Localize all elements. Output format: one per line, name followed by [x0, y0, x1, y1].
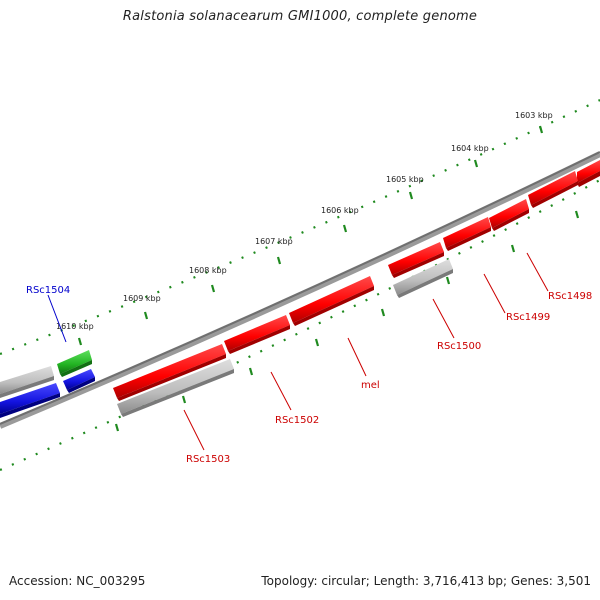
genome-summary-text: Topology: circular; Length: 3,716,413 bp…	[261, 574, 591, 588]
kbp-label-1609: 1609 kbp	[123, 294, 161, 303]
gene-arrow-rsc1498[interactable]	[577, 160, 600, 187]
kbp-label-1604: 1604 kbp	[451, 144, 489, 153]
gene-label-leaders	[47, 252, 549, 451]
gene-label-rsc1502[interactable]: RSc1502	[275, 415, 319, 426]
gene-arrow-mel[interactable]	[289, 276, 374, 326]
gene-label-mel[interactable]: mel	[361, 380, 380, 391]
gene-label-rsc1498[interactable]: RSc1498	[548, 291, 592, 302]
inner-ruler-major-ticks	[114, 210, 580, 432]
gene-arrow-blue-left[interactable]	[0, 383, 60, 418]
gene-arrow-rsc1500[interactable]	[443, 217, 491, 251]
kbp-label-1607: 1607 kbp	[255, 237, 293, 246]
gene-label-rsc1503[interactable]: RSc1503	[186, 454, 230, 465]
kbp-label-1603: 1603 kbp	[515, 111, 553, 120]
reverse-strand-genes	[0, 259, 453, 418]
gene-arrow-grey-left[interactable]	[0, 366, 54, 398]
forward-strand-genes	[0, 160, 600, 401]
gene-arrow-rsc1500b[interactable]	[388, 242, 444, 278]
gene-arrow-blue-right[interactable]	[63, 369, 95, 393]
genome-backbone	[0, 151, 600, 429]
kbp-labels: 1603 kbp 1604 kbp 1605 kbp 1606 kbp 1607…	[56, 111, 553, 331]
gene-arrow-rsc1499[interactable]	[528, 171, 578, 208]
gene-label-rsc1499[interactable]: RSc1499	[506, 312, 550, 323]
gene-label-rsc1504[interactable]: RSc1504	[26, 285, 70, 296]
kbp-label-1605: 1605 kbp	[386, 175, 424, 184]
gene-arrow-rsc1502[interactable]	[224, 315, 290, 354]
kbp-label-1606: 1606 kbp	[321, 206, 359, 215]
gene-arrow-rsc1500-grey[interactable]	[393, 259, 453, 298]
accession-text: Accession: NC_003295	[9, 574, 146, 588]
gene-arrow-rsc1504-green[interactable]	[57, 350, 92, 377]
kbp-label-1608: 1608 kbp	[189, 266, 227, 275]
gene-arrow-rsc1499b[interactable]	[489, 199, 529, 231]
gene-labels: RSc1504 RSc1498 RSc1499 RSc1500 mel RSc1…	[26, 285, 592, 465]
gene-arrow-rsc1503[interactable]	[113, 344, 226, 401]
inner-ruler	[0, 179, 600, 472]
gene-arrow-rsc1503-grey[interactable]	[117, 359, 234, 417]
outer-ruler-major-ticks	[77, 125, 544, 346]
kbp-label-1610: 1610 kbp	[56, 322, 94, 331]
gene-label-rsc1500[interactable]: RSc1500	[437, 341, 481, 352]
map-title: Ralstonia solanacearum GMI1000, complete…	[122, 9, 478, 24]
